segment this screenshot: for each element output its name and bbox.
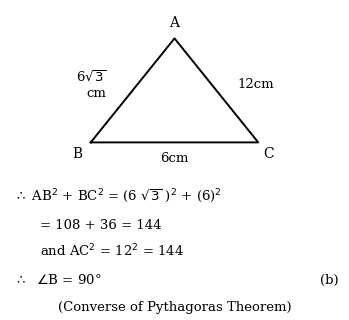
Text: $\therefore$  $\angle$B = 90°: $\therefore$ $\angle$B = 90°	[14, 273, 101, 287]
Text: (b): (b)	[320, 274, 339, 286]
Text: (Converse of Pythagoras Theorem): (Converse of Pythagoras Theorem)	[58, 301, 291, 314]
Text: 12cm: 12cm	[237, 78, 274, 91]
Text: $\therefore$ AB$^2$ + BC$^2$ = (6 $\sqrt{3}$ )$^2$ + (6)$^2$: $\therefore$ AB$^2$ + BC$^2$ = (6 $\sqrt…	[14, 188, 222, 205]
Text: and AC$^2$ = 12$^2$ = 144: and AC$^2$ = 12$^2$ = 144	[40, 243, 184, 260]
Text: A: A	[170, 16, 179, 30]
Text: B: B	[72, 147, 82, 161]
Text: 6cm: 6cm	[160, 152, 189, 165]
Text: 6$\sqrt{3}$
cm: 6$\sqrt{3}$ cm	[76, 70, 106, 100]
Text: = 108 + 36 = 144: = 108 + 36 = 144	[40, 219, 162, 232]
Text: C: C	[263, 147, 274, 161]
